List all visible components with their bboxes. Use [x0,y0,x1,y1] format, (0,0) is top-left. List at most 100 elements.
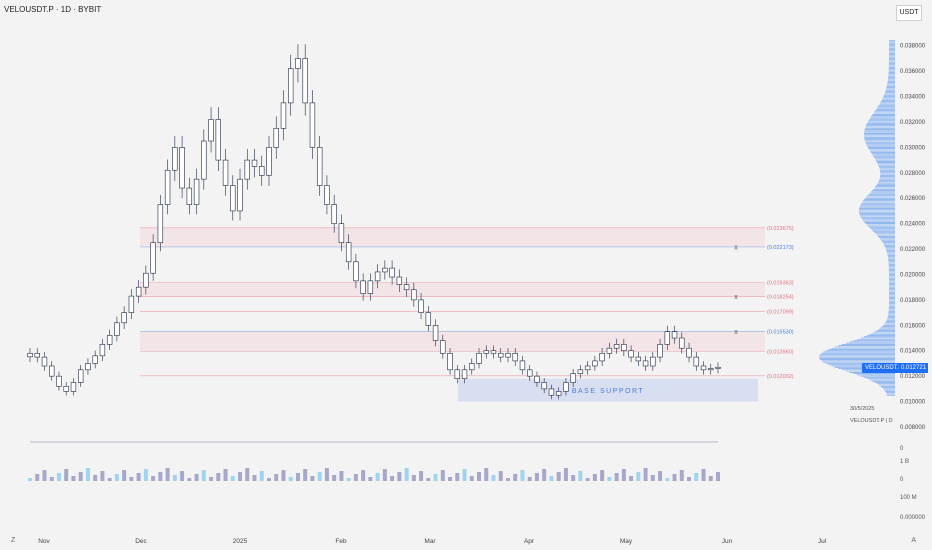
resistance-zone [140,331,765,352]
candle-body [85,363,91,371]
candle-body [49,365,55,377]
candle-body [135,286,142,297]
candle-body [251,159,258,167]
volume-bar [230,476,235,481]
volume-bar [375,473,380,481]
volume-bar [542,469,547,481]
level-label: (0.012032) [767,374,794,380]
candle-body [106,335,113,345]
candle-body [288,68,294,104]
volume-bar [448,477,453,481]
candle-body [679,337,685,349]
candle-body [461,369,468,380]
volume-bar [672,474,677,481]
candle-body [295,58,301,69]
candle-body [193,178,200,205]
volume-bar [527,477,532,481]
volume-bar [650,475,655,481]
candle-body [367,280,374,294]
volume-bar [455,473,460,481]
volume-bar [513,474,518,481]
candle-body [143,272,149,288]
volume-bar [158,472,163,481]
candle-body [396,276,403,285]
x-tick-label: Jul [818,538,827,545]
volume-bar [143,469,148,481]
y-tick-label: 0.022000 [900,247,926,253]
volume-bar [332,475,337,481]
candle-body [164,169,171,205]
level-label: (0.015530) [767,329,794,335]
candle-body [382,267,388,273]
candle-body [338,223,345,244]
volume-bar [274,474,279,481]
y-tick-label: 0.026000 [900,196,926,202]
x-tick-label: Apr [524,538,535,545]
volume-bar [607,477,612,481]
volume-bar [433,474,438,481]
y-tick-label: 0.032000 [900,120,926,126]
volume-bar [368,477,373,481]
volume-bar [56,473,61,481]
candle-body [353,261,359,282]
candle-body [440,340,446,354]
candle-body [34,352,40,358]
candle-body [650,356,656,367]
resistance-zone [140,227,765,247]
volume-bar [477,472,482,481]
volume-bar [600,470,605,481]
currency-button[interactable]: USDT [896,5,922,21]
volume-bar [708,476,713,481]
level-label: (0.018254) [767,295,794,301]
candle-body [686,347,692,358]
volume-bar [324,468,329,481]
candle-body [70,382,77,392]
base-support-label: BASE SUPPORT [572,388,644,395]
candle-body [570,373,576,383]
candle-body [237,178,243,212]
candle-body [230,185,236,212]
volume-bar [259,471,264,481]
candle-body [635,356,642,362]
candle-body [606,347,613,354]
volume-bar [353,474,358,481]
auto-scale-label[interactable]: A [911,537,916,544]
volume-bar [114,474,119,481]
volume-bar [578,471,583,481]
volume-bar [701,469,706,481]
level-label: (0.013960) [767,349,794,355]
x-tick-label: Nov [38,538,50,545]
candle-body [150,242,156,274]
candle-body [425,312,432,326]
date-label: 30/5/2025 [850,406,875,412]
volume-bar [390,476,395,481]
candle-body [454,369,460,380]
candle-body [244,159,250,180]
volume-bar [245,468,250,481]
volume-bar [78,472,83,481]
candle-body [157,204,164,244]
volume-bar [136,473,141,481]
candle-body [41,356,48,367]
y-tick-label: 0.020000 [900,272,926,278]
candle-body [201,140,207,180]
candle-body [324,185,330,205]
candle-body [121,312,127,324]
level-marker-x: x [734,294,738,301]
level-label: (0.019363) [767,281,794,287]
volume-bar [585,478,590,481]
zoom-corner-label[interactable]: Z [11,537,16,544]
candle-body [215,119,221,161]
candle-body [584,365,591,371]
resistance-zone [140,282,765,297]
candle-body [519,360,526,371]
volume-bar [462,469,467,481]
volume-bar [71,476,76,481]
candle-layer [27,44,721,400]
volume-bar [592,474,597,481]
volume-bar [180,471,185,481]
candle-body [92,355,98,364]
volume-bar [636,472,641,481]
candle-body [403,284,410,291]
price-axis: 0.008000 0.010000 0.012000 0.014000 0.016000… [900,44,926,431]
